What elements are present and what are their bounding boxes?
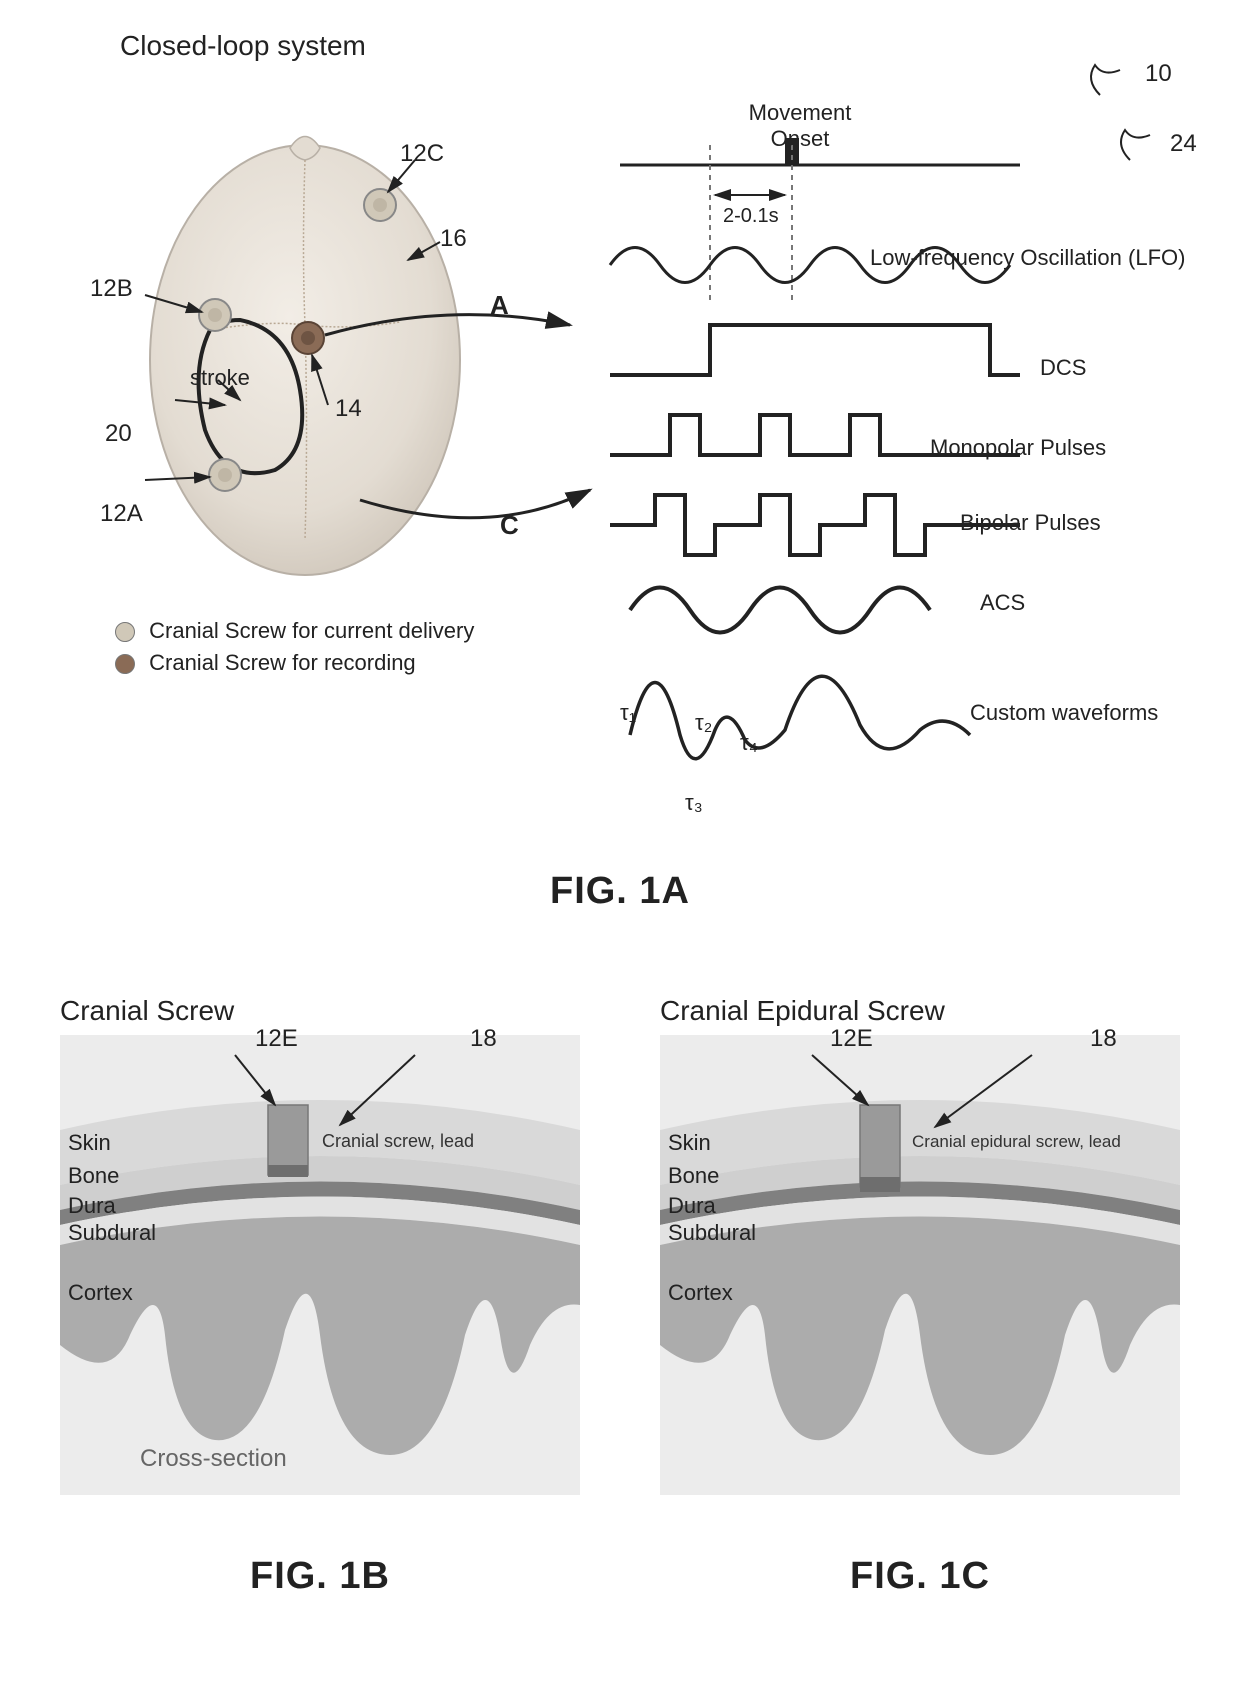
legend-recording-text: Cranial Screw for recording [149, 650, 416, 675]
tau1: τ₁ [620, 700, 636, 726]
ref-16: 16 [440, 225, 467, 253]
fig-1a-caption: FIG. 1A [0, 870, 1240, 913]
custom-label: Custom waveforms [970, 700, 1158, 726]
tau4: τ₄ [740, 730, 758, 756]
legend: Cranial Screw for current delivery Crani… [115, 615, 474, 679]
interval-label: 2-0.1s [723, 205, 779, 228]
mono-label: Monopolar Pulses [930, 435, 1106, 461]
ref-18-b: 18 [470, 1025, 497, 1053]
head-illustration [90, 70, 520, 610]
waveforms [600, 70, 1200, 810]
ref-12a: 12A [100, 500, 143, 528]
cross-section-c: Cranial epidural screw, lead [660, 1035, 1180, 1495]
fig-1a-container: Closed-loop system [0, 0, 1240, 960]
layer-dura-c: Dura [668, 1193, 716, 1219]
dcs-label: DCS [1040, 355, 1086, 381]
lfo-label: Low-frequency Oscillation (LFO) [870, 245, 1185, 271]
tau2: τ₂ [695, 710, 712, 736]
fig-1c-caption: FIG. 1C [660, 1555, 1180, 1598]
delivery-dot-icon [115, 622, 135, 642]
legend-delivery-text: Cranial Screw for current delivery [149, 618, 474, 643]
ref-10: 10 [1145, 60, 1172, 88]
layer-dura-b: Dura [68, 1193, 116, 1219]
fig-1b-caption: FIG. 1B [60, 1555, 580, 1598]
ref-12c: 12C [400, 140, 444, 168]
tau3: τ₃ [685, 790, 703, 816]
layer-cortex-b: Cortex [68, 1280, 133, 1306]
fig-1c-container: Cranial Epidural Screw Cranial epidural … [660, 995, 1220, 1598]
fig-1b-title: Cranial Screw [60, 995, 620, 1027]
layer-bone-b: Bone [68, 1163, 119, 1189]
arrow-a-label: A [490, 290, 509, 321]
cross-section-label: Cross-section [140, 1445, 287, 1473]
ref-14: 14 [335, 395, 362, 423]
ref-20: 20 [105, 420, 132, 448]
layer-bone-c: Bone [668, 1163, 719, 1189]
acs-label: ACS [980, 590, 1025, 616]
layer-skin-c: Skin [668, 1130, 711, 1156]
bipolar-label: Bipolar Pulses [960, 510, 1101, 536]
layer-skin-b: Skin [68, 1130, 111, 1156]
svg-text:Cranial screw, lead: Cranial screw, lead [322, 1131, 474, 1151]
recording-dot-icon [115, 654, 135, 674]
legend-recording-row: Cranial Screw for recording [115, 647, 474, 679]
panel-title: Closed-loop system [120, 30, 366, 62]
ref-24: 24 [1170, 130, 1197, 158]
svg-text:Cranial epidural screw, lead: Cranial epidural screw, lead [912, 1132, 1121, 1151]
fig-1b-container: Cranial Screw Cranial screw, lead Skin B… [60, 995, 620, 1598]
stroke-label: stroke [190, 365, 250, 391]
arrow-c-label: C [500, 510, 519, 541]
legend-delivery-row: Cranial Screw for current delivery [115, 615, 474, 647]
cross-section-b: Cranial screw, lead [60, 1035, 580, 1495]
fig-1c-title: Cranial Epidural Screw [660, 995, 1220, 1027]
ref-18-c: 18 [1090, 1025, 1117, 1053]
layer-subdural-c: Subdural [668, 1220, 756, 1246]
ref-12e-b: 12E [255, 1025, 298, 1053]
layer-cortex-c: Cortex [668, 1280, 733, 1306]
movement-onset: Movement Onset [730, 100, 870, 152]
ref-12b: 12B [90, 275, 133, 303]
ref-12e-c: 12E [830, 1025, 873, 1053]
layer-subdural-b: Subdural [68, 1220, 156, 1246]
